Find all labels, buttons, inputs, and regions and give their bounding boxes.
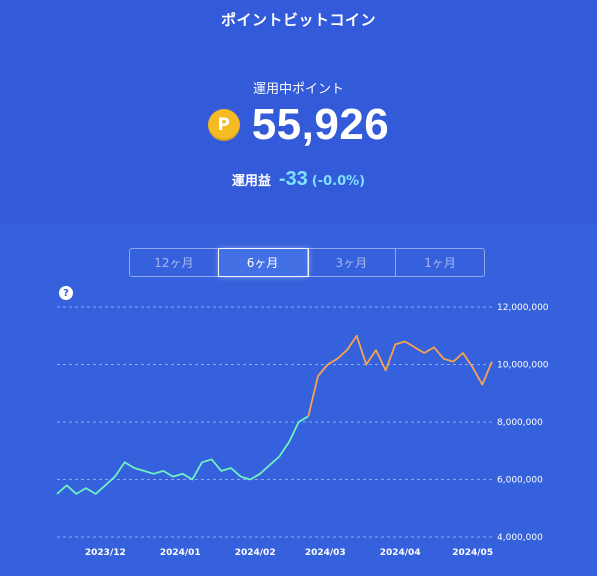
- tab-1-month[interactable]: 1ヶ月: [424, 256, 456, 270]
- chart-panel: [0, 224, 597, 576]
- y-tick-label: 4,000,000: [497, 533, 543, 543]
- series-line-1: [307, 334, 493, 417]
- y-tick-label: 6,000,000: [497, 476, 543, 486]
- x-tick-label: 2024/05: [452, 548, 493, 558]
- x-tick-label: 2024/02: [235, 548, 276, 558]
- gain-value: -33: [278, 168, 308, 190]
- points-value: 55,926: [251, 100, 390, 149]
- gain-label: 運用益: [231, 174, 271, 189]
- points-label: 運用中ポイント: [252, 82, 344, 97]
- tab-3-months[interactable]: 3ヶ月: [308, 249, 397, 276]
- y-tick-label: 8,000,000: [497, 418, 543, 428]
- gain-row: 運用益 -33 (-0.0%): [0, 168, 597, 191]
- x-tick-label: 2024/03: [305, 548, 346, 558]
- period-tabs: 12ヶ月 6ヶ月 3ヶ月 1ヶ月: [129, 248, 485, 277]
- x-tick-label: 2023/12: [85, 548, 126, 558]
- tab-12-months[interactable]: 12ヶ月: [130, 249, 219, 276]
- gain-percent: (-0.0%): [311, 174, 366, 189]
- tab-6-months[interactable]: 6ヶ月: [218, 249, 308, 276]
- x-tick-label: 2024/04: [380, 548, 421, 558]
- help-icon[interactable]: ?: [59, 286, 73, 300]
- x-tick-label: 2024/01: [160, 548, 201, 558]
- series-line-0: [56, 415, 309, 495]
- page-title: ポイントビットコイン: [220, 11, 376, 29]
- summary-panel: [0, 0, 597, 224]
- point-coin-icon: P: [207, 109, 240, 141]
- y-tick-label: 10,000,000: [497, 361, 549, 371]
- price-chart: 12,000,000 10,000,000 8,000,000 6,000,000 4,…: [56, 303, 549, 558]
- y-tick-label: 12,000,000: [497, 303, 549, 313]
- points-row: P 55,926: [0, 100, 597, 150]
